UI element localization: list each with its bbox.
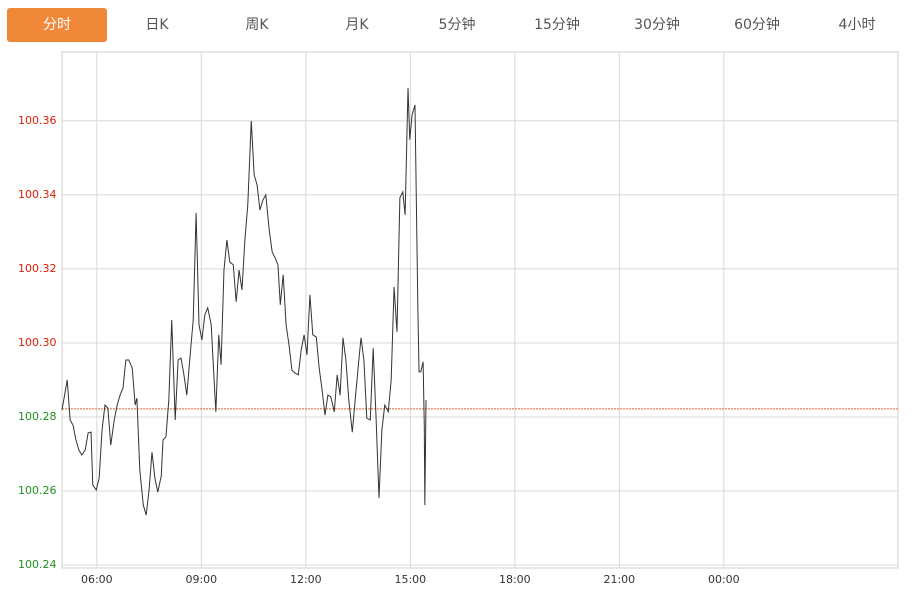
tab[interactable]: 周K xyxy=(245,17,269,33)
x-tick-label: 12:00 xyxy=(290,573,322,586)
x-tick-label: 18:00 xyxy=(499,573,531,586)
tab[interactable]: 4小时 xyxy=(838,17,876,33)
x-tick-label: 06:00 xyxy=(81,573,113,586)
y-tick-label: 100.26 xyxy=(18,484,57,497)
y-tick-label: 100.30 xyxy=(18,336,57,349)
tab[interactable]: 30分钟 xyxy=(634,17,680,33)
y-tick-label: 100.24 xyxy=(18,558,57,571)
tab[interactable]: 月K xyxy=(345,17,369,33)
y-tick-label: 100.36 xyxy=(18,114,57,127)
plot-frame xyxy=(61,51,899,569)
tab[interactable]: 15分钟 xyxy=(534,17,580,33)
tab[interactable]: 60分钟 xyxy=(734,17,780,33)
tab[interactable]: 日K xyxy=(145,17,169,33)
x-tick-label: 09:00 xyxy=(185,573,217,586)
y-tick-label: 100.28 xyxy=(18,410,57,423)
y-tick-label: 100.32 xyxy=(18,262,57,275)
x-tick-label: 21:00 xyxy=(603,573,635,586)
price-line xyxy=(61,87,427,516)
tab[interactable]: 分时 xyxy=(7,8,107,42)
tab-bar: 分时 日K 周K 月K 5分钟 15分钟 30分钟 60分钟 4小时 xyxy=(7,8,907,42)
x-tick-label: 15:00 xyxy=(394,573,426,586)
y-tick-label: 100.34 xyxy=(18,188,57,201)
tab[interactable]: 5分钟 xyxy=(438,17,476,33)
x-tick-label: 00:00 xyxy=(708,573,740,586)
